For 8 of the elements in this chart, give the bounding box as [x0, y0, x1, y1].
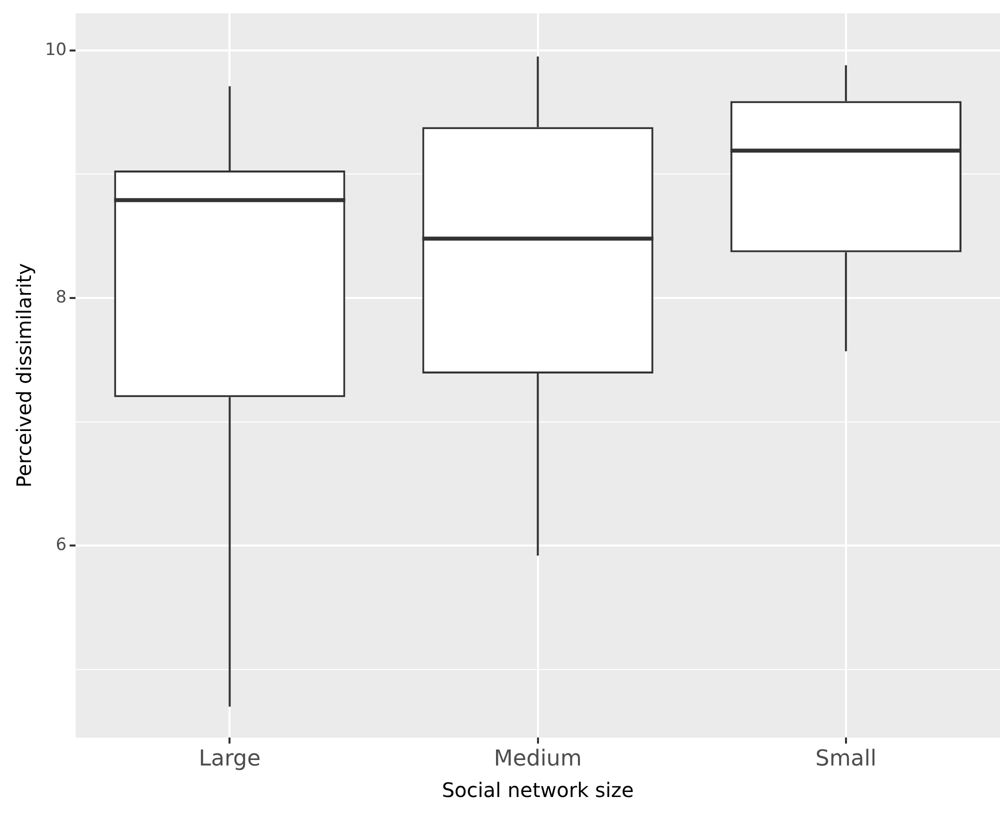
y-tick-label: 6	[56, 535, 67, 556]
y-tick-label: 10	[44, 40, 67, 60]
x-axis-title: Social network size	[442, 778, 634, 802]
x-tick-label: Small	[815, 746, 876, 772]
x-tick-label: Medium	[494, 746, 582, 772]
y-tick-label: 8	[56, 287, 67, 308]
x-tick-label: Large	[198, 746, 261, 772]
y-axis-title: Perceived dissimilarity	[12, 263, 36, 488]
